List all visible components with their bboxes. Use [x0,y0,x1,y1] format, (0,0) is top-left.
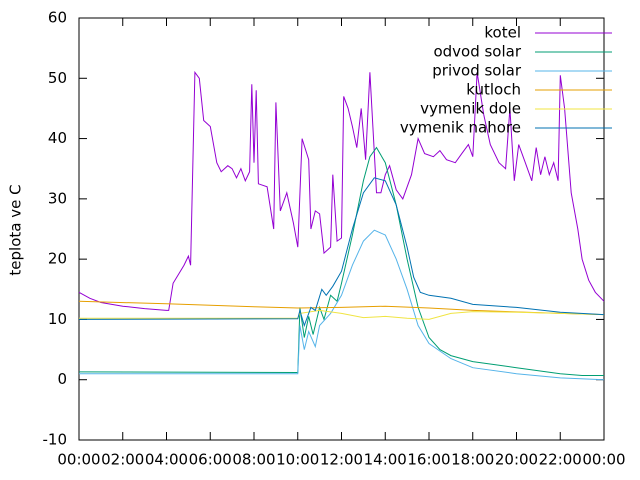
x-tick-label: 00:00 [582,451,625,469]
y-tick-label: 10 [48,310,67,328]
x-tick-label: 08:00 [232,451,275,469]
y-tick-label: 50 [48,69,67,87]
plot-border [78,17,605,441]
legend-label: kutloch [466,81,521,99]
legend-label: vymenik nahore [400,119,521,137]
y-tick-label: 40 [48,129,67,147]
y-tick-label: 0 [57,370,67,388]
x-tick-label: 02:00 [101,451,144,469]
series-line [78,146,604,376]
x-tick-label: 18:00 [451,451,494,469]
y-tick-label: -10 [43,431,68,449]
y-tick-label: 60 [48,9,67,27]
series-line [78,177,605,328]
x-tick-label: 12:00 [320,451,363,469]
y-tick-label: 30 [48,189,67,207]
y-axis-label: teplota ve C [7,184,25,275]
legend-label: kotel [484,24,521,42]
x-tick-label: 10:00 [276,451,319,469]
legend-label: odvod solar [433,43,521,61]
series-line [79,309,605,320]
x-tick-label: 20:00 [495,451,538,469]
legend-label: privod solar [432,62,522,80]
x-tick-label: 22:00 [539,451,582,469]
series-line [79,229,605,381]
x-tick-label: 04:00 [145,451,188,469]
legend-label: vymenik dole [420,100,521,118]
x-tick-label: 00:00 [57,451,100,469]
x-tick-label: 06:00 [189,451,232,469]
y-tick-label: 20 [48,250,67,268]
series-line [78,70,605,311]
x-tick-label: 14:00 [364,451,407,469]
x-tick-label: 16:00 [407,451,450,469]
